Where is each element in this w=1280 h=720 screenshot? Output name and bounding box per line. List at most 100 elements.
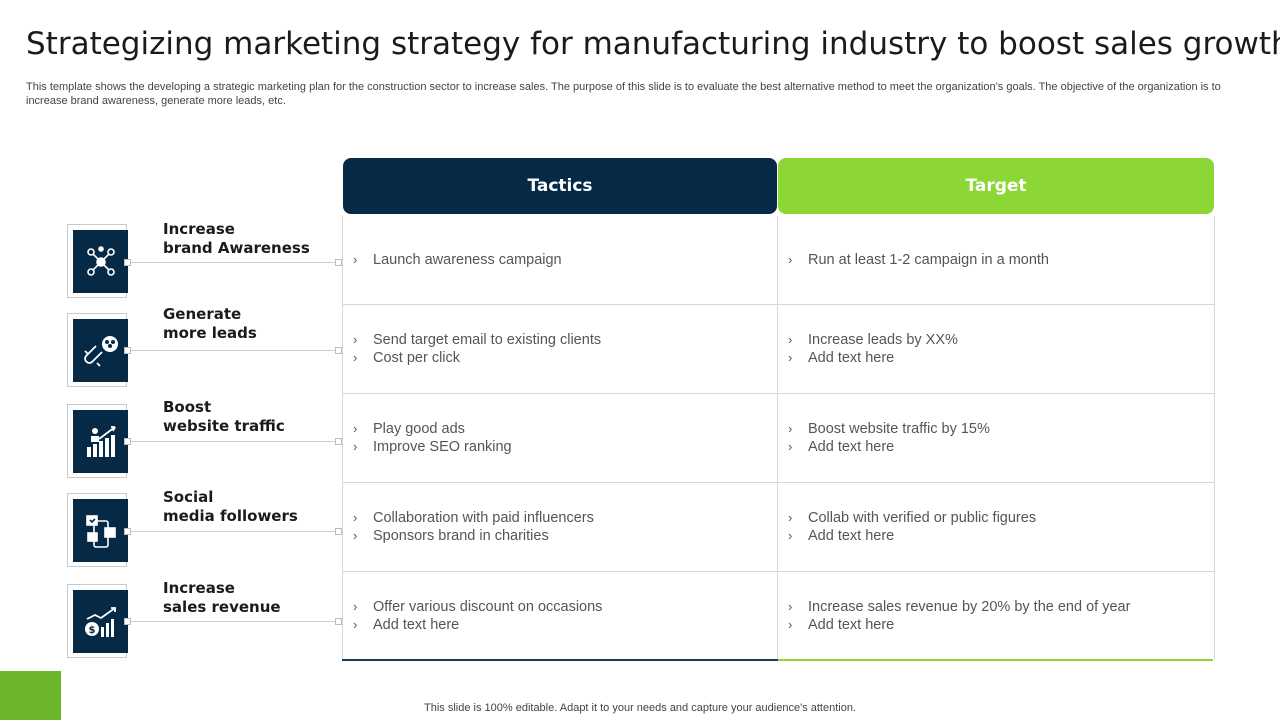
connector-node xyxy=(124,618,131,625)
chevron-right-icon: › xyxy=(788,350,793,365)
connector-node xyxy=(335,528,342,535)
tactics-header-label: Tactics xyxy=(527,176,593,196)
footer-note: This slide is 100% editable. Adapt it to… xyxy=(424,702,856,714)
chevron-right-icon: › xyxy=(788,617,793,632)
chevron-right-icon: › xyxy=(353,350,358,365)
connector-node xyxy=(124,438,131,445)
table-row: › Offer various discount on occasions › Ad… xyxy=(343,572,1214,660)
label-line: Social xyxy=(163,488,214,506)
target-text: Collab with verified or public figures xyxy=(808,510,1037,526)
chevron-right-icon: › xyxy=(788,332,793,347)
label-line: media followers xyxy=(163,507,298,525)
tactic-text: Play good ads xyxy=(373,421,465,437)
objective-label: Increase brand Awareness xyxy=(163,220,333,258)
growth-chart-person-icon xyxy=(73,410,128,473)
target-text: Add text here xyxy=(808,528,895,544)
list-item: › Send target email to existing clients xyxy=(353,331,777,349)
table-row: › Launch awareness campaign › Run at least… xyxy=(343,216,1214,305)
chevron-right-icon: › xyxy=(353,617,358,632)
connector-node xyxy=(124,528,131,535)
list-item: › Improve SEO ranking xyxy=(353,438,777,456)
target-baseline xyxy=(778,659,1213,661)
objective-icon-box xyxy=(67,493,128,567)
label-line: website traffic xyxy=(163,417,285,435)
tactic-text: Cost per click xyxy=(373,350,461,366)
tactic-text: Improve SEO ranking xyxy=(373,439,512,455)
list-item: › Sponsors brand in charities xyxy=(353,527,777,545)
page-description: This template shows the developing a str… xyxy=(26,81,1221,107)
connector-node xyxy=(335,259,342,266)
target-text: Increase leads by XX% xyxy=(808,332,958,348)
tactics-cell: › Send target email to existing clients ›… xyxy=(343,305,778,393)
list-item: › Launch awareness campaign xyxy=(353,251,777,269)
chevron-right-icon: › xyxy=(353,252,358,267)
target-cell: › Collab with verified or public figures … xyxy=(778,483,1214,571)
target-cell: › Boost website traffic by 15% › Add text … xyxy=(778,394,1214,482)
label-line: brand Awareness xyxy=(163,239,310,257)
connector-line xyxy=(127,441,339,442)
list-item: › Add text here xyxy=(788,349,1214,367)
connector-line xyxy=(127,350,339,351)
list-item: › Increase leads by XX% xyxy=(788,331,1214,349)
label-line: Generate xyxy=(163,305,242,323)
label-line: sales revenue xyxy=(163,598,281,616)
objective-label: Increase sales revenue xyxy=(163,579,333,617)
chevron-right-icon: › xyxy=(353,439,358,454)
connector-line xyxy=(127,531,339,532)
objective-icon-box xyxy=(67,224,128,298)
tactic-text: Launch awareness campaign xyxy=(373,252,562,268)
tactics-cell: › Offer various discount on occasions › Ad… xyxy=(343,572,778,660)
target-text: Add text here xyxy=(808,617,895,633)
connector-node xyxy=(335,347,342,354)
chevron-right-icon: › xyxy=(788,421,793,436)
list-item: › Add text here xyxy=(788,616,1214,634)
tactics-cell: › Launch awareness campaign xyxy=(343,216,778,304)
social-media-phone-icon xyxy=(73,499,128,562)
objective-label: Social media followers xyxy=(163,488,333,526)
connector-line xyxy=(127,262,339,263)
magnet-users-icon xyxy=(73,319,128,382)
tactics-cell: › Collaboration with paid influencers › Sp… xyxy=(343,483,778,571)
tactics-header: Tactics xyxy=(343,158,777,214)
chevron-right-icon: › xyxy=(788,252,793,267)
tactic-text: Offer various discount on occasions xyxy=(373,599,603,615)
chevron-right-icon: › xyxy=(353,332,358,347)
list-item: › Increase sales revenue by 20% by the en… xyxy=(788,598,1214,616)
objective-icon-box xyxy=(67,313,128,387)
svg-text:$: $ xyxy=(88,625,95,636)
tactic-text: Sponsors brand in charities xyxy=(373,528,549,544)
list-item: › Add text here xyxy=(788,438,1214,456)
list-item: › Offer various discount on occasions xyxy=(353,598,777,616)
label-line: more leads xyxy=(163,324,257,342)
list-item: › Collaboration with paid influencers xyxy=(353,509,777,527)
list-item: › Add text here xyxy=(353,616,777,634)
objective-icon-box xyxy=(67,404,128,478)
tactic-text: Add text here xyxy=(373,617,460,633)
connector-node xyxy=(335,438,342,445)
connector-node xyxy=(124,347,131,354)
list-item: › Cost per click xyxy=(353,349,777,367)
chevron-right-icon: › xyxy=(353,421,358,436)
connector-node xyxy=(124,259,131,266)
page-title: Strategizing marketing strategy for manu… xyxy=(26,26,1280,62)
connector-node xyxy=(335,618,342,625)
strategy-table: › Launch awareness campaign › Run at least… xyxy=(342,216,1215,660)
connector-line xyxy=(127,621,339,622)
tactics-cell: › Play good ads › Improve SEO ranking xyxy=(343,394,778,482)
chevron-right-icon: › xyxy=(353,528,358,543)
list-item: › Collab with verified or public figures xyxy=(788,509,1214,527)
chevron-right-icon: › xyxy=(353,599,358,614)
list-item: › Run at least 1-2 campaign in a month xyxy=(788,251,1214,269)
tactic-text: Send target email to existing clients xyxy=(373,332,602,348)
target-text: Boost website traffic by 15% xyxy=(808,421,990,437)
list-item: › Boost website traffic by 15% xyxy=(788,420,1214,438)
target-cell: › Increase sales revenue by 20% by the en… xyxy=(778,572,1214,660)
table-row: › Play good ads › Improve SEO ranking › Boo… xyxy=(343,394,1214,483)
chevron-right-icon: › xyxy=(353,510,358,525)
target-cell: › Run at least 1-2 campaign in a month xyxy=(778,216,1214,304)
target-text: Add text here xyxy=(808,439,895,455)
label-line: Increase xyxy=(163,579,235,597)
objective-icon-box: $ xyxy=(67,584,128,658)
target-header: Target xyxy=(778,158,1214,214)
target-text: Run at least 1-2 campaign in a month xyxy=(808,252,1049,268)
